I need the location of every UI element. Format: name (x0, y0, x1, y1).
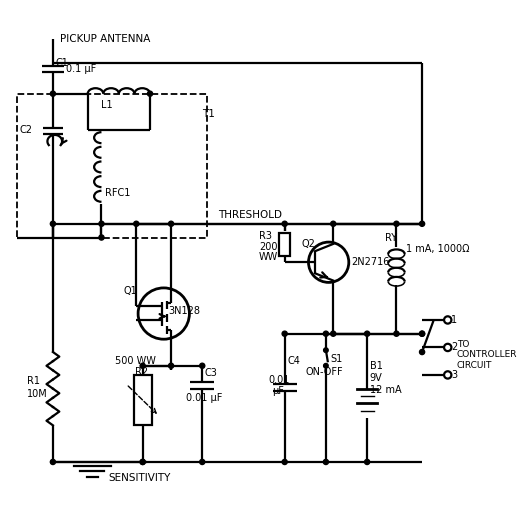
Circle shape (282, 221, 287, 226)
Text: 200: 200 (259, 242, 278, 252)
Text: 2N2716: 2N2716 (352, 257, 390, 267)
Circle shape (99, 221, 104, 226)
Text: S1: S1 (331, 355, 343, 364)
Text: 1: 1 (451, 315, 458, 325)
Text: Q1: Q1 (123, 286, 137, 296)
Text: PICKUP ANTENNA: PICKUP ANTENNA (60, 34, 151, 44)
Text: SENSITIVITY: SENSITIVITY (109, 473, 171, 483)
Circle shape (331, 331, 336, 336)
Circle shape (282, 331, 287, 336)
Circle shape (148, 91, 152, 96)
Text: C2: C2 (19, 125, 32, 135)
Text: RFC1: RFC1 (105, 188, 131, 198)
Circle shape (140, 460, 145, 464)
Circle shape (168, 363, 174, 368)
Circle shape (394, 331, 399, 336)
Text: C4: C4 (288, 356, 300, 366)
Text: 3: 3 (451, 370, 458, 380)
Text: 9V: 9V (370, 373, 383, 383)
Text: R1: R1 (27, 376, 40, 386)
Circle shape (50, 91, 56, 96)
Circle shape (420, 349, 425, 355)
Circle shape (420, 221, 425, 226)
Circle shape (323, 348, 328, 352)
Text: ON-OFF: ON-OFF (306, 367, 343, 377)
Circle shape (323, 331, 329, 336)
Circle shape (365, 460, 370, 464)
Circle shape (99, 235, 104, 240)
Text: 0.01 μF: 0.01 μF (186, 393, 222, 403)
Text: 500 WW: 500 WW (115, 356, 156, 366)
Text: 0.1 μF: 0.1 μF (66, 64, 96, 74)
Text: C1: C1 (56, 58, 69, 67)
Circle shape (134, 221, 139, 226)
Circle shape (282, 460, 287, 464)
Text: WW: WW (259, 252, 278, 262)
Text: T1: T1 (202, 109, 215, 119)
Text: 3N128: 3N128 (168, 306, 200, 316)
Text: RY: RY (385, 233, 398, 243)
Circle shape (331, 221, 336, 226)
Text: L1: L1 (101, 100, 113, 110)
Bar (17, 94, 207, 237)
Text: THRESHOLD: THRESHOLD (218, 210, 282, 219)
Circle shape (200, 460, 205, 464)
Circle shape (420, 331, 425, 336)
Circle shape (365, 331, 370, 336)
Text: 2: 2 (451, 342, 458, 352)
Text: Q2: Q2 (301, 239, 315, 249)
Circle shape (50, 460, 56, 464)
Text: 0.01: 0.01 (268, 375, 290, 384)
Circle shape (323, 460, 329, 464)
Circle shape (168, 221, 174, 226)
Circle shape (140, 460, 145, 464)
Circle shape (394, 221, 399, 226)
Circle shape (200, 363, 205, 368)
Text: μF: μF (272, 386, 284, 396)
Text: C3: C3 (205, 368, 218, 378)
Text: B1: B1 (370, 361, 383, 371)
Circle shape (323, 364, 328, 368)
Circle shape (140, 363, 145, 368)
Circle shape (420, 331, 425, 336)
Text: R2: R2 (135, 367, 149, 377)
Text: R3: R3 (259, 231, 272, 241)
Text: 12 mA: 12 mA (370, 385, 401, 394)
Circle shape (50, 221, 56, 226)
Text: TO
CONTROLLER
CIRCUIT: TO CONTROLLER CIRCUIT (457, 340, 517, 369)
Text: 10M: 10M (27, 389, 48, 399)
Text: 1 mA, 1000Ω: 1 mA, 1000Ω (406, 244, 469, 254)
